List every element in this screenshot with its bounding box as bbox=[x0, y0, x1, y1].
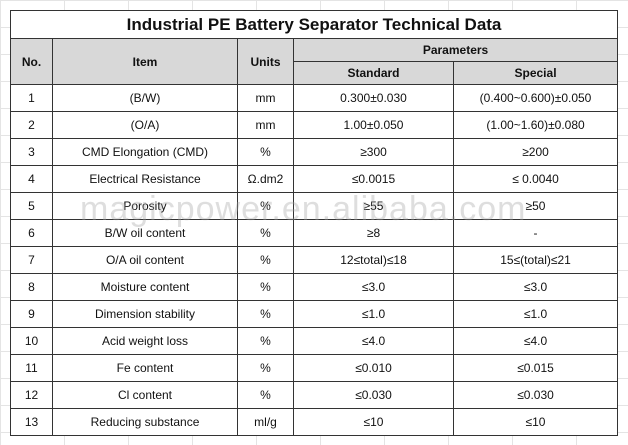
cell-no: 9 bbox=[10, 300, 53, 328]
table-row: 4 Electrical Resistance Ω.dm2 ≤0.0015 ≤ 0.00… bbox=[10, 165, 619, 193]
cell-standard: ≤0.030 bbox=[293, 381, 454, 409]
cell-item: Moisture content bbox=[52, 273, 238, 301]
cell-item: O/A oil content bbox=[52, 246, 238, 274]
header-parameters: Parameters bbox=[292, 38, 619, 62]
table-row: 11 Fe content% ≤0.010 ≤0.015 bbox=[10, 354, 619, 382]
cell-no: 11 bbox=[10, 354, 53, 382]
cell-units: mm bbox=[237, 84, 294, 112]
cell-no: 13 bbox=[10, 408, 53, 436]
cell-no: 12 bbox=[10, 381, 53, 409]
cell-standard: 1.00±0.050 bbox=[293, 111, 454, 139]
cell-special: ≥50 bbox=[452, 192, 619, 220]
cell-item: CMD Elongation (CMD) bbox=[52, 138, 238, 166]
cell-units: ml/g bbox=[237, 408, 294, 436]
cell-special: ≤1.0 bbox=[452, 300, 619, 328]
cell-item: Reducing substance bbox=[52, 408, 238, 436]
cell-no: 5 bbox=[10, 192, 53, 220]
table-row: 13 Reducing substance ml/g ≤10 ≤10 bbox=[10, 408, 619, 436]
cell-standard: 0.300±0.030 bbox=[293, 84, 454, 112]
header-item: Item bbox=[52, 38, 238, 85]
cell-item: Cl content bbox=[52, 381, 238, 409]
cell-standard: ≥300 bbox=[293, 138, 454, 166]
cell-no: 6 bbox=[10, 219, 53, 247]
cell-units: % bbox=[237, 327, 294, 355]
cell-item: Acid weight loss bbox=[52, 327, 238, 355]
cell-no: 2 bbox=[10, 111, 53, 139]
header-special: Special bbox=[452, 61, 619, 85]
cell-units: Ω.dm2 bbox=[237, 165, 294, 193]
cell-item: (B/W) bbox=[52, 84, 238, 112]
data-table: Industrial PE Battery Separator Technica… bbox=[9, 10, 619, 436]
cell-special: ≤0.030 bbox=[452, 381, 619, 409]
cell-special: ≤10 bbox=[452, 408, 619, 436]
header-units: Units bbox=[237, 38, 294, 85]
cell-units: mm bbox=[237, 111, 294, 139]
table-row: 9 Dimension stability% ≤1.0 ≤1.0 bbox=[10, 300, 619, 328]
cell-standard: ≤1.0 bbox=[293, 300, 454, 328]
table-row: 12 Cl content% ≤0.030 ≤0.030 bbox=[10, 381, 619, 409]
table-row: 7 O/A oil content% 12≤total)≤18 15≤(total)≤… bbox=[10, 246, 619, 274]
cell-special: - bbox=[452, 219, 619, 247]
cell-standard: ≤4.0 bbox=[293, 327, 454, 355]
cell-no: 10 bbox=[10, 327, 53, 355]
cell-item: Electrical Resistance bbox=[52, 165, 238, 193]
header-standard: Standard bbox=[293, 61, 454, 85]
cell-standard: ≤0.0015 bbox=[293, 165, 454, 193]
cell-item: Fe content bbox=[52, 354, 238, 382]
cell-units: % bbox=[237, 246, 294, 274]
cell-units: % bbox=[237, 138, 294, 166]
table-row: 1 (B/W) mm 0.300±0.030 (0.400~0.600)±0.050 bbox=[10, 84, 619, 112]
cell-standard: ≤3.0 bbox=[293, 273, 454, 301]
cell-no: 8 bbox=[10, 273, 53, 301]
cell-standard: ≥8 bbox=[293, 219, 454, 247]
cell-no: 3 bbox=[10, 138, 53, 166]
table-title: Industrial PE Battery Separator Technica… bbox=[9, 10, 619, 39]
table-row: 2 (O/A) mm 1.00±0.050 (1.00~1.60)±0.080 bbox=[10, 111, 619, 139]
cell-item: Porosity bbox=[52, 192, 238, 220]
cell-special: (0.400~0.600)±0.050 bbox=[452, 84, 619, 112]
cell-no: 7 bbox=[10, 246, 53, 274]
table-row: 8 Moisture content% ≤3.0 ≤3.0 bbox=[10, 273, 619, 301]
table-row: 10 Acid weight loss% ≤4.0 ≤4.0 bbox=[10, 327, 619, 355]
cell-units: % bbox=[237, 381, 294, 409]
cell-standard: ≥55 bbox=[293, 192, 454, 220]
table-row: 6 B/W oil content% ≥8- bbox=[10, 219, 619, 247]
cell-special: (1.00~1.60)±0.080 bbox=[452, 111, 619, 139]
cell-item: Dimension stability bbox=[52, 300, 238, 328]
cell-special: ≤3.0 bbox=[452, 273, 619, 301]
cell-units: % bbox=[237, 300, 294, 328]
cell-no: 4 bbox=[10, 165, 53, 193]
table-row: 3 CMD Elongation (CMD)% ≥300 ≥200 bbox=[10, 138, 619, 166]
cell-special: ≤0.015 bbox=[452, 354, 619, 382]
cell-special: 15≤(total)≤21 bbox=[452, 246, 619, 274]
table-row: 5 Porosity% ≥55 ≥50 bbox=[10, 192, 619, 220]
cell-standard: 12≤total)≤18 bbox=[293, 246, 454, 274]
cell-standard: ≤10 bbox=[293, 408, 454, 436]
cell-units: % bbox=[237, 354, 294, 382]
cell-special: ≥200 bbox=[452, 138, 619, 166]
cell-units: % bbox=[237, 219, 294, 247]
cell-standard: ≤0.010 bbox=[293, 354, 454, 382]
cell-units: % bbox=[237, 192, 294, 220]
cell-no: 1 bbox=[10, 84, 53, 112]
cell-units: % bbox=[237, 273, 294, 301]
cell-item: (O/A) bbox=[52, 111, 238, 139]
header-no: No. bbox=[10, 38, 53, 85]
cell-special: ≤ 0.0040 bbox=[452, 165, 619, 193]
cell-item: B/W oil content bbox=[52, 219, 238, 247]
cell-special: ≤4.0 bbox=[452, 327, 619, 355]
